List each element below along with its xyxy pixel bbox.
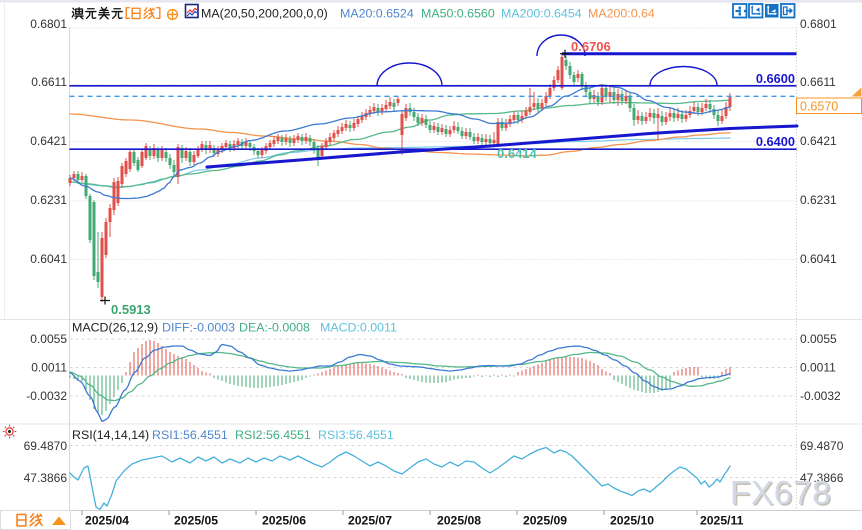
svg-text:2025/11: 2025/11 [700,514,744,528]
svg-text:RSI3:56.4551: RSI3:56.4551 [318,428,394,442]
svg-text:2025/09: 2025/09 [523,514,567,528]
svg-text:0.6611: 0.6611 [31,75,67,89]
svg-text:0.6801: 0.6801 [800,17,837,31]
svg-text:0.6041: 0.6041 [30,252,67,266]
svg-text:0.6706: 0.6706 [571,39,611,54]
svg-text:0.6041: 0.6041 [800,252,837,266]
svg-text:2025/05: 2025/05 [174,514,218,528]
svg-text:0.6421: 0.6421 [30,134,67,148]
svg-text:0.6400: 0.6400 [756,134,795,149]
svg-text:MA(20,50,200,200,0,0): MA(20,50,200,200,0,0) [201,7,328,21]
svg-text:0.0055: 0.0055 [800,332,837,346]
svg-text:0.5913: 0.5913 [111,302,151,317]
svg-text:RSI2:56.4551: RSI2:56.4551 [235,428,311,442]
svg-text:0.0011: 0.0011 [31,361,67,375]
svg-text:FX678: FX678 [730,475,831,512]
svg-text:MACD:0.0011: MACD:0.0011 [320,321,397,335]
svg-text:DIFF:-0.0003: DIFF:-0.0003 [162,321,235,335]
svg-text:2025/08: 2025/08 [437,514,481,528]
svg-text:0.0055: 0.0055 [30,332,67,346]
svg-text:RSI1:56.4551: RSI1:56.4551 [152,428,228,442]
svg-text:0.6801: 0.6801 [30,17,67,31]
svg-text:0.6421: 0.6421 [800,134,837,148]
svg-text:DEA:-0.0008: DEA:-0.0008 [239,321,310,335]
svg-text:0.6570: 0.6570 [800,100,838,114]
svg-text:0.0011: 0.0011 [800,361,836,375]
svg-text:2025/04: 2025/04 [85,514,129,528]
svg-text:0.6600: 0.6600 [756,71,795,86]
svg-text:2025/06: 2025/06 [262,514,306,528]
svg-text:0.6611: 0.6611 [800,75,836,89]
svg-text:MA200:0.64: MA200:0.64 [588,7,655,21]
svg-text:MA50:0.6560: MA50:0.6560 [421,7,495,21]
svg-text:47.3866: 47.3866 [24,471,68,485]
svg-text:MACD(26,12,9): MACD(26,12,9) [72,321,158,335]
svg-text:2025/10: 2025/10 [610,514,654,528]
svg-text:RSI(14,14,14): RSI(14,14,14) [72,428,149,442]
svg-text:2025/07: 2025/07 [348,514,392,528]
svg-text:0.6231: 0.6231 [800,193,837,207]
svg-text:47.3866: 47.3866 [800,471,844,485]
svg-text:MA200:0.6454: MA200:0.6454 [501,7,582,21]
svg-text:FX678: FX678 [732,477,833,514]
svg-text:69.4870: 69.4870 [24,439,68,453]
svg-text:-0.0032: -0.0032 [26,389,67,403]
svg-text:-0.0032: -0.0032 [800,389,841,403]
svg-text:MA20:0.6524: MA20:0.6524 [340,7,414,21]
svg-text:0.6414: 0.6414 [497,146,538,161]
svg-text:0.6231: 0.6231 [30,193,67,207]
svg-text:69.4870: 69.4870 [800,439,844,453]
